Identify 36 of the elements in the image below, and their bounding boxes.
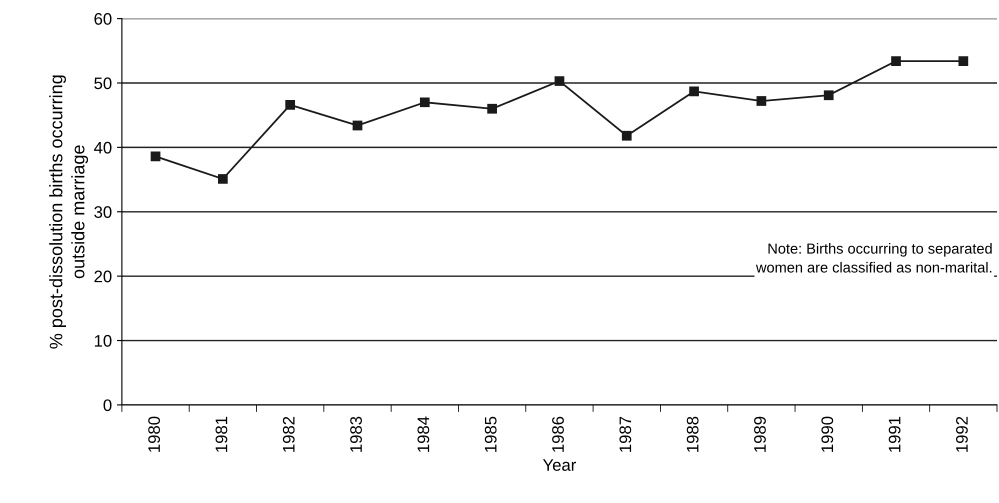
x-tick-label: 1988 [686, 416, 699, 452]
x-tick-label: 1980 [148, 416, 160, 452]
y-tick-label: 50 [94, 77, 112, 90]
point [756, 96, 766, 106]
y-tick-label: 40 [94, 142, 112, 154]
point [285, 100, 296, 110]
x-tick-label: 1990 [821, 416, 834, 452]
point [622, 130, 632, 141]
x-tick-label: 1986 [552, 416, 564, 452]
point [218, 174, 228, 184]
y-tick-label: 60 [94, 13, 112, 25]
x-tick-label: 1985 [484, 416, 497, 452]
x-tick-label: 1989 [754, 416, 766, 452]
x-tick-label: 1981 [216, 416, 228, 452]
y-tick-label: 0 [104, 399, 112, 412]
y-axis-title: % post-dissolution births occurring outside marriage [49, 75, 88, 349]
point [352, 120, 362, 130]
point [150, 152, 160, 162]
y-tick-label: 10 [94, 334, 112, 347]
point [824, 90, 834, 100]
point [420, 97, 430, 108]
point [958, 56, 968, 66]
x-tick-label: 1992 [956, 416, 968, 452]
x-tick-label: 1982 [282, 416, 295, 452]
point [487, 104, 497, 114]
point [891, 56, 901, 66]
point [689, 86, 699, 96]
y-tick-label: 20 [94, 270, 112, 282]
x-tick-label: 1991 [888, 416, 900, 452]
x-axis-title: Year [542, 459, 576, 471]
annotation: Note: Births occurring to separated women are classified as non-marital. [756, 243, 992, 273]
x-tick-label: 1983 [350, 416, 362, 452]
x-tick-label: 1984 [417, 416, 430, 452]
x-tick-label: 1987 [619, 416, 632, 452]
y-tick-label: 30 [94, 206, 112, 218]
point [554, 76, 564, 86]
